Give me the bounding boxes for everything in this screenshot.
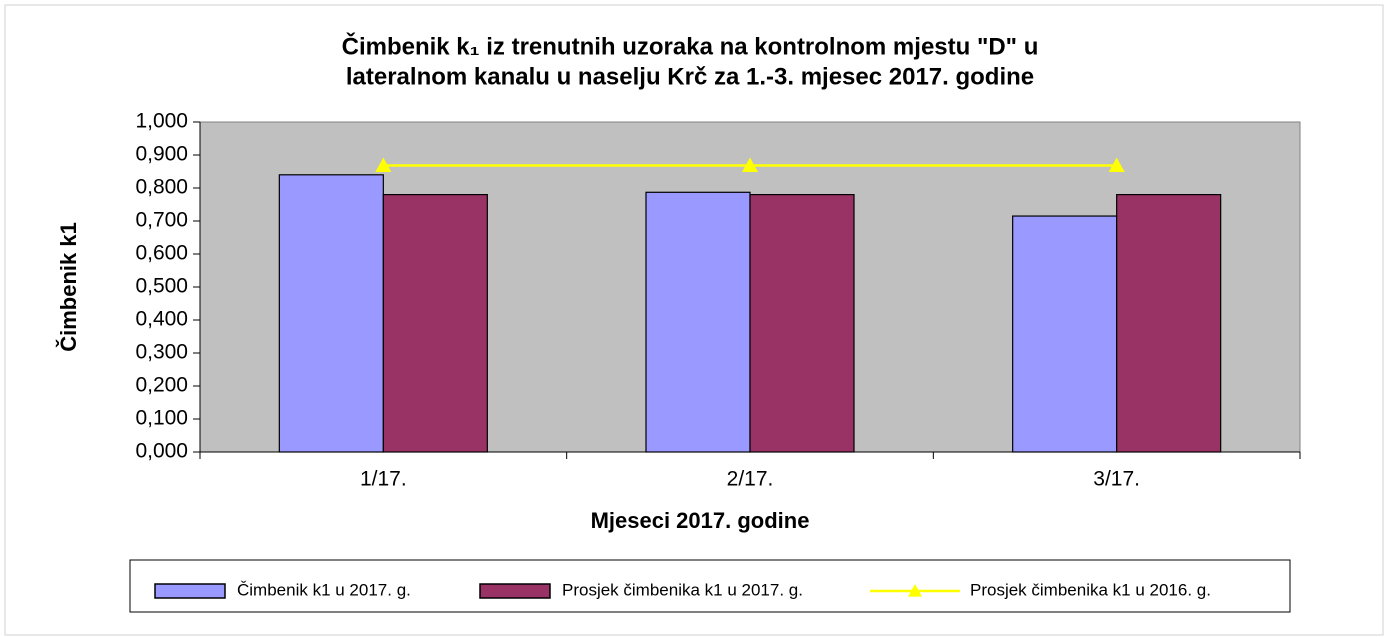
bar	[749, 194, 855, 453]
y-tick-label: 0,100	[135, 407, 188, 430]
legend-swatch	[479, 583, 551, 599]
y-tick-label: 0,700	[135, 209, 188, 232]
legend-label: Prosjek čimbenika k1 u 2016. g.	[970, 580, 1211, 599]
legend	[129, 559, 1291, 613]
x-tick-label: 3/17.	[1093, 468, 1140, 491]
bar	[382, 194, 488, 453]
x-axis-label: Mjeseci 2017. godine	[591, 508, 810, 533]
legend-swatch	[908, 584, 922, 597]
y-tick-label: 0,900	[135, 143, 188, 166]
legend-swatch	[154, 583, 226, 599]
y-tick-label: 1,000	[135, 110, 188, 133]
legend-label: Čimbenik k1 u 2017. g.	[237, 580, 411, 599]
bar	[645, 191, 751, 453]
marker	[742, 157, 758, 172]
chart-title: Čimbenik k₁ iz trenutnih uzoraka na kont…	[342, 32, 1039, 60]
bar	[1116, 194, 1222, 453]
bar	[278, 174, 384, 453]
y-tick-label: 0,600	[135, 242, 188, 265]
y-tick-label: 0,400	[135, 308, 188, 331]
marker	[375, 157, 392, 172]
x-tick-label: 2/17.	[727, 468, 774, 491]
y-tick-label: 0,300	[135, 341, 188, 364]
y-axis-label: Čimbenik k1	[56, 222, 81, 352]
legend-label: Prosjek čimbenika k1 u 2017. g.	[562, 580, 803, 599]
y-tick-label: 0,000	[135, 440, 188, 463]
y-tick-label: 0,800	[135, 176, 188, 199]
x-tick-label: 1/17.	[360, 468, 407, 491]
y-tick-label: 0,200	[135, 374, 188, 397]
chart-title: lateralnom kanalu u naselju Krč za 1.-3.…	[346, 63, 1034, 90]
marker	[1108, 157, 1125, 172]
y-tick-label: 0,500	[135, 275, 188, 298]
bar	[1012, 215, 1118, 453]
